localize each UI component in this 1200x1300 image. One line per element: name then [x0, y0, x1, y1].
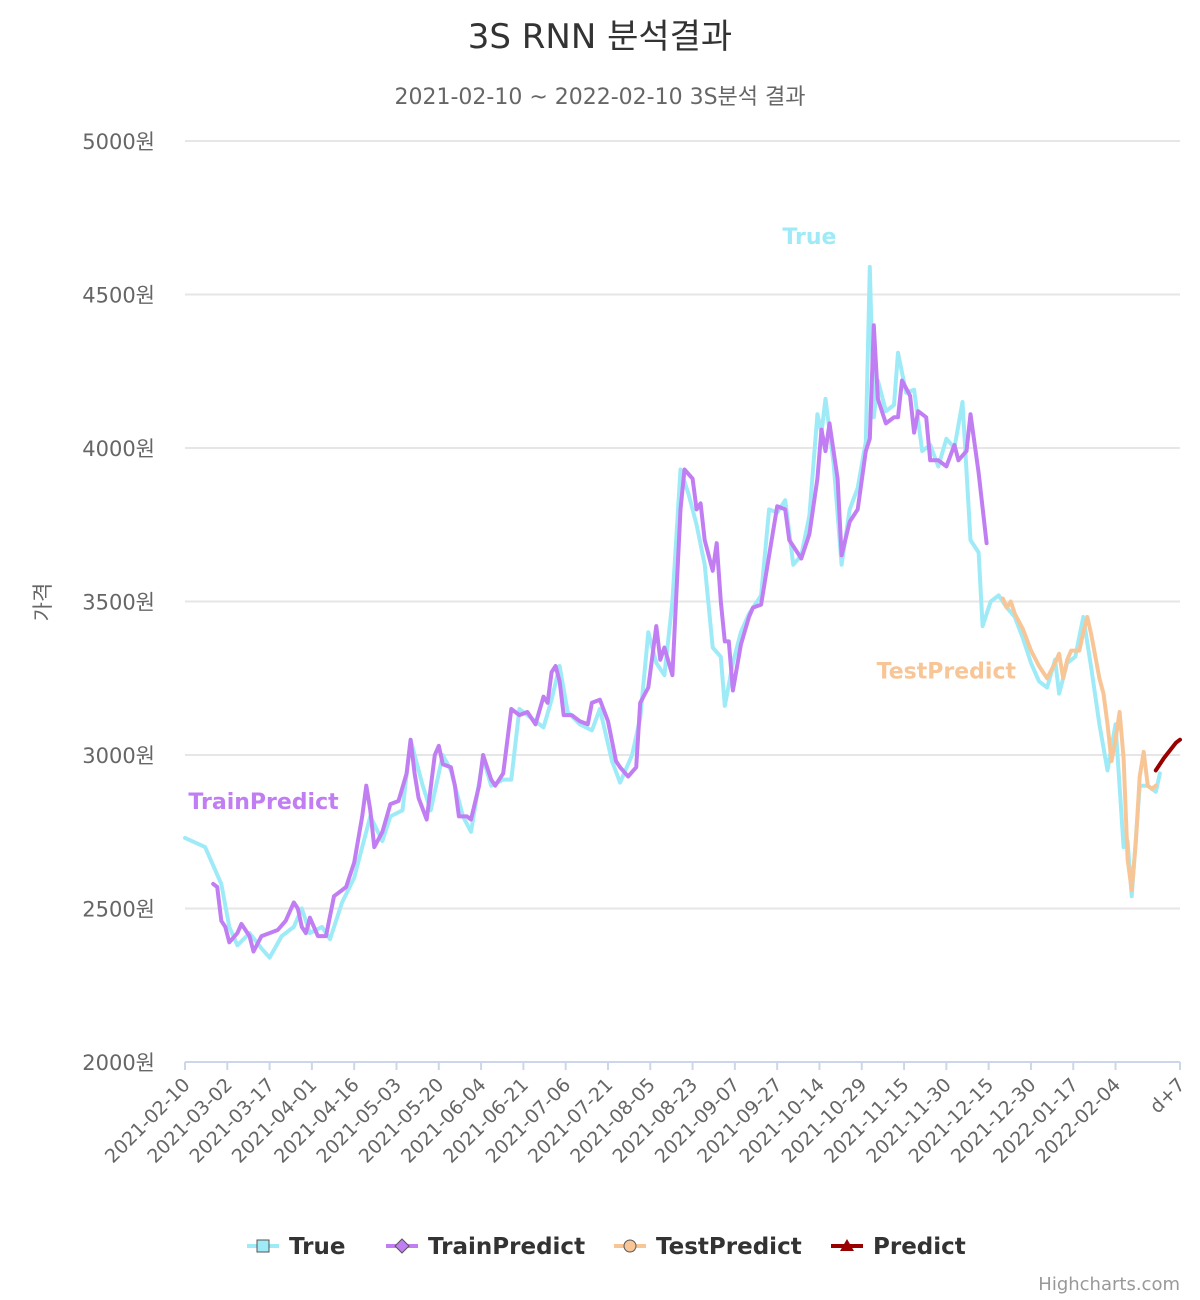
credits-link[interactable]: Highcharts.com [1038, 1274, 1180, 1295]
legend-item-trainpredict[interactable]: TrainPredict [386, 1234, 585, 1260]
y-tick-label: 4500원 [82, 284, 155, 308]
series-annotation-trainpredict: TrainPredict [188, 790, 339, 815]
legend-item-true[interactable]: True [247, 1234, 345, 1260]
y-tick-label: 2000원 [82, 1051, 155, 1075]
legend[interactable]: True TrainPredict TestPredict Predict [247, 1234, 966, 1260]
chart-title: 3S RNN 분석결과 [468, 17, 732, 57]
legend-item-predict[interactable]: Predict [831, 1234, 966, 1260]
series-annotation-testpredict: TestPredict [877, 660, 1017, 685]
y-axis-label: 가격 [31, 583, 55, 622]
x-axis-ticks: 2021-02-102021-03-022021-03-172021-04-01… [101, 1062, 1190, 1168]
circle-marker-icon [623, 1239, 637, 1253]
y-tick-label: 2500원 [82, 898, 155, 922]
x-tick-label: d+7 [1146, 1074, 1190, 1118]
y-tick-label: 5000원 [82, 130, 155, 154]
chart-subtitle: 2021-02-10 ~ 2022-02-10 3S분석 결과 [394, 85, 805, 110]
triangle-marker-icon [840, 1239, 854, 1251]
legend-label: TestPredict [656, 1234, 802, 1260]
y-tick-label: 3000원 [82, 744, 155, 768]
legend-item-testpredict[interactable]: TestPredict [614, 1234, 802, 1260]
legend-label: True [289, 1234, 345, 1260]
legend-label: TrainPredict [428, 1234, 585, 1260]
series-line-testpredict[interactable] [1000, 596, 1158, 893]
y-tick-label: 3500원 [82, 591, 155, 615]
diamond-marker-icon [394, 1238, 410, 1254]
square-marker-icon [256, 1239, 270, 1253]
y-tick-label: 4000원 [82, 437, 155, 461]
series-line-predict[interactable] [1153, 737, 1182, 773]
series-line-trainpredict[interactable] [211, 323, 989, 954]
series-line-true[interactable] [183, 264, 1162, 960]
grid-layer [185, 140, 1180, 1063]
legend-label: Predict [873, 1234, 966, 1260]
y-axis-ticks: 2000원 2500원 3000원 3500원 4000원 4500원 5000원 [82, 130, 155, 1075]
series-annotations: True TrainPredict TestPredict [188, 225, 1016, 815]
series-layer [183, 264, 1182, 960]
series-annotation-true: True [782, 225, 836, 250]
